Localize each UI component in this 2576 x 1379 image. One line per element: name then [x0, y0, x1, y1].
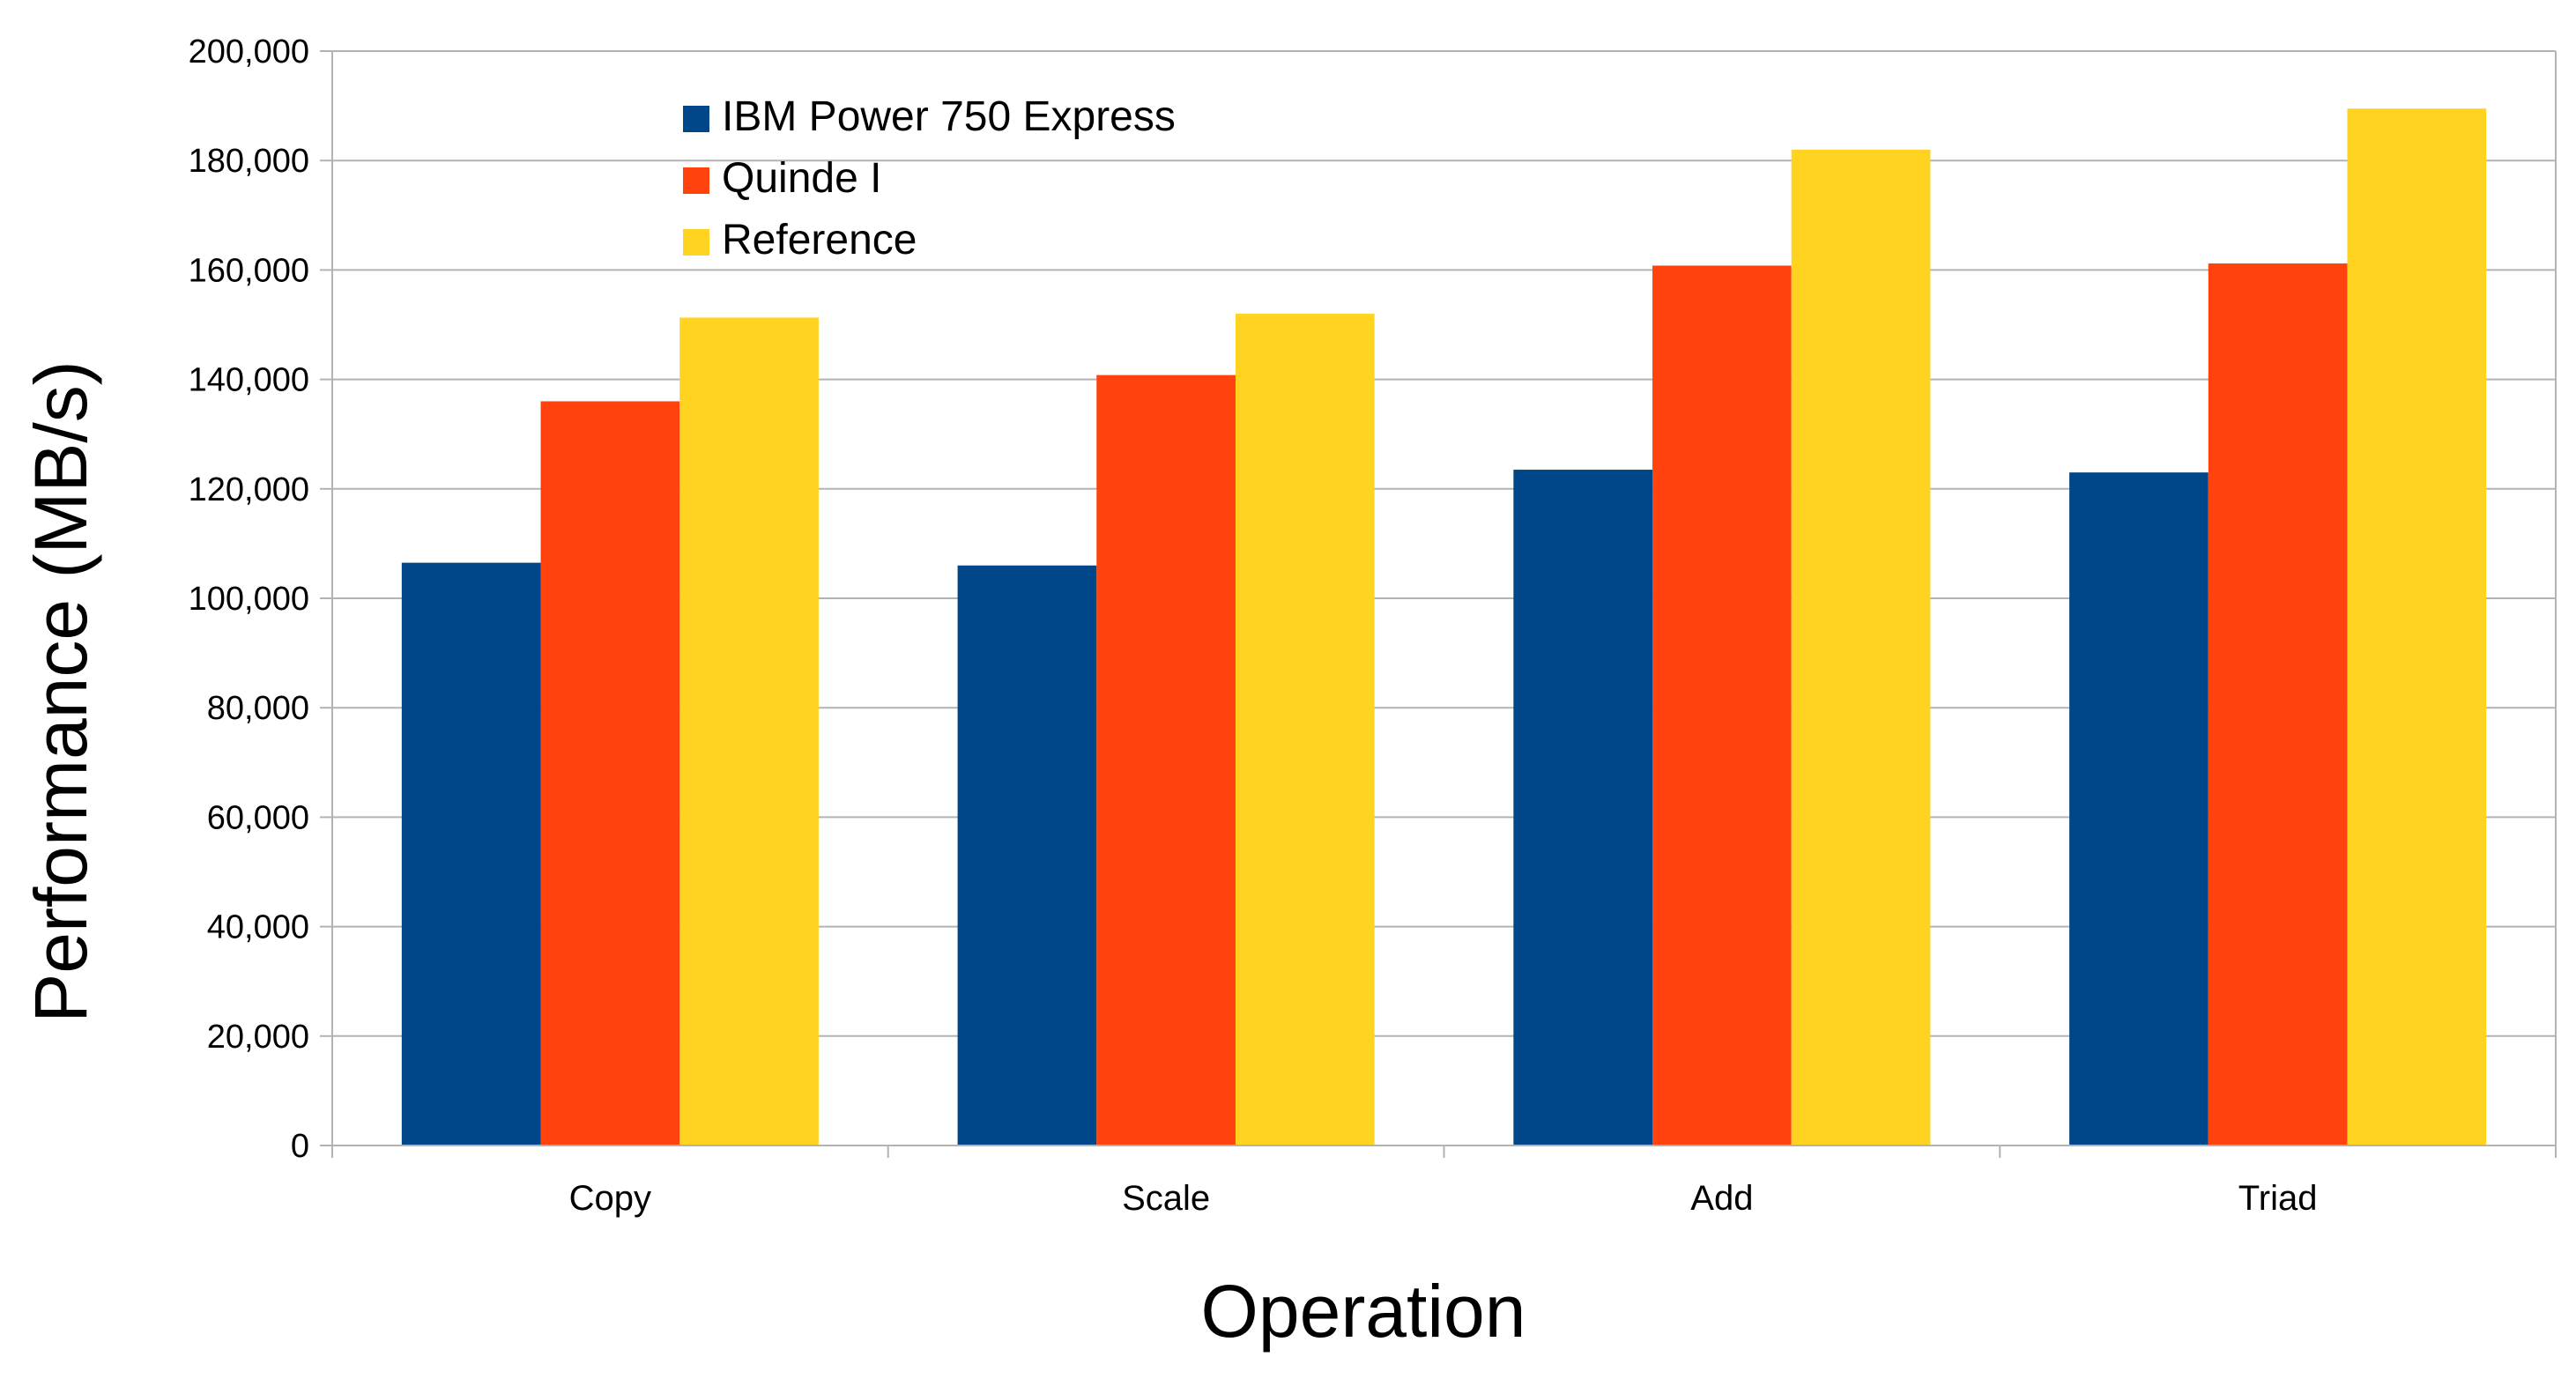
y-tick-label: 80,000: [207, 690, 309, 727]
y-tick-label: 40,000: [207, 909, 309, 946]
x-tick-label: Copy: [569, 1179, 651, 1218]
legend-label: IBM Power 750 Express: [722, 93, 1176, 140]
legend-swatch: [683, 229, 709, 256]
y-tick-label: 60,000: [207, 799, 309, 836]
y-tick-label: 20,000: [207, 1019, 309, 1056]
legend-swatch: [683, 167, 709, 194]
y-tick-label: 120,000: [189, 471, 309, 508]
y-tick-label: 100,000: [189, 581, 309, 618]
x-axis-title: Operation: [1201, 1270, 1526, 1353]
bar-triad-reference: [2347, 108, 2487, 1146]
legend-label: Quinde I: [722, 155, 881, 202]
y-axis-title: Performance (MB/s): [19, 360, 102, 1023]
y-tick-label: 160,000: [189, 252, 309, 289]
y-tick-label: 140,000: [189, 362, 309, 399]
x-tick-label: Scale: [1122, 1179, 1210, 1218]
legend: IBM Power 750 Express Quinde I Reference: [683, 93, 1176, 263]
y-tick-label: 180,000: [189, 143, 309, 180]
bar-scale-ibm-power-750-express: [957, 565, 1097, 1145]
y-axis-ticks: 0 20,000 40,000 60,000 80,000 100,000 120,000 1…: [189, 33, 332, 1165]
bar-copy-reference: [679, 317, 819, 1145]
bar-triad-quinde-i: [2208, 263, 2348, 1145]
legend-swatch: [683, 106, 709, 132]
x-tick-label: Triad: [2238, 1179, 2318, 1218]
bar-add-reference: [1791, 149, 1931, 1145]
bar-triad-ibm-power-750-express: [2069, 472, 2209, 1145]
bar-copy-quinde-i: [540, 401, 680, 1145]
bar-add-quinde-i: [1652, 265, 1792, 1145]
bar-scale-quinde-i: [1096, 374, 1236, 1146]
bar-copy-ibm-power-750-express: [401, 562, 541, 1145]
legend-label: Reference: [722, 217, 917, 263]
bar-scale-reference: [1235, 314, 1375, 1146]
x-axis-ticks: Copy Scale Add Triad: [331, 1145, 2557, 1218]
y-tick-label: 0: [291, 1128, 309, 1165]
bar-add-ibm-power-750-express: [1513, 470, 1653, 1145]
x-tick-label: Add: [1690, 1179, 1753, 1218]
y-tick-label: 200,000: [189, 33, 309, 70]
bars: [401, 108, 2487, 1146]
